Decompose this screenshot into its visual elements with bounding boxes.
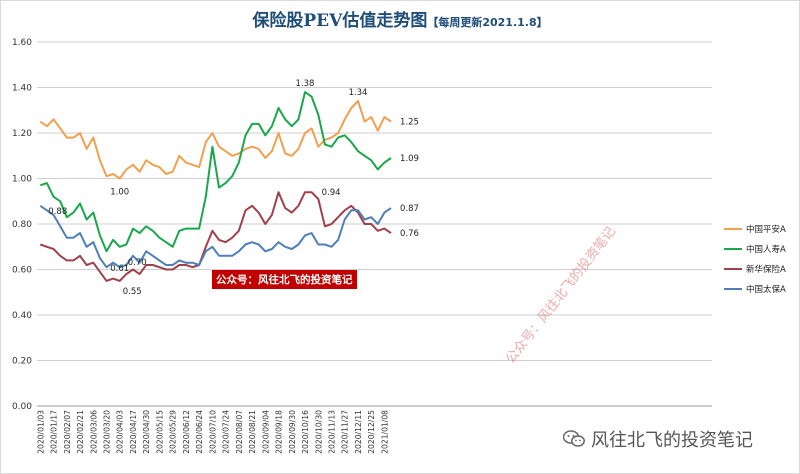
x-tick-label: 2020/10/30 xyxy=(314,410,323,454)
series-line-0 xyxy=(39,100,392,180)
y-tick-label: 1.40 xyxy=(12,84,32,94)
y-tick-label: 0.60 xyxy=(12,266,32,276)
y-tick-label: 1.20 xyxy=(12,129,32,139)
y-tick-label: 1.60 xyxy=(12,38,32,48)
data-label: 0.87 xyxy=(400,204,419,214)
legend-swatch-taibao xyxy=(724,288,742,290)
x-tick-label: 2020/05/29 xyxy=(169,410,178,454)
data-label: 0.61 xyxy=(110,264,129,274)
legend-label-taibao: 中国太保A xyxy=(746,285,786,295)
data-label: 0.94 xyxy=(322,188,341,198)
y-tick-label: 0.20 xyxy=(12,357,32,367)
x-tick-label: 2020/05/15 xyxy=(155,410,164,454)
data-label: 1.34 xyxy=(348,88,367,98)
legend-item-taibao: 中国太保A xyxy=(724,279,786,299)
series-line-1 xyxy=(39,91,392,253)
x-tick-label: 2020/03/20 xyxy=(102,410,111,454)
legend-item-renshou: 中国人寿A xyxy=(724,239,786,259)
data-label: 0.70 xyxy=(128,258,147,268)
data-label: 0.55 xyxy=(123,287,142,297)
x-tick-label: 2020/02/21 xyxy=(76,410,85,454)
x-tick-label: 2020/07/24 xyxy=(222,410,231,454)
x-tick-label: 2020/07/10 xyxy=(208,410,217,454)
chart-legend: 中国平安A 中国人寿A 新华保险A 中国太保A xyxy=(724,219,786,299)
watermark-bottom: 风往北飞的投资笔记 xyxy=(563,426,753,452)
y-tick-label: 0.80 xyxy=(12,220,32,230)
x-tick-label: 2020/04/30 xyxy=(142,410,151,454)
legend-item-xinhua: 新华保险A xyxy=(724,259,786,279)
legend-label-pingan: 中国平安A xyxy=(746,225,786,235)
data-label: 1.25 xyxy=(400,118,419,128)
y-tick-label: 0.00 xyxy=(12,402,32,412)
y-tick-label: 1.00 xyxy=(12,175,32,185)
x-tick-label: 2020/04/17 xyxy=(129,410,138,454)
x-tick-label: 2020/08/21 xyxy=(248,410,257,454)
wechat-icon xyxy=(563,430,585,448)
data-label: 0.76 xyxy=(400,229,419,239)
legend-item-pingan: 中国平安A xyxy=(724,219,786,239)
watermark-badge: 公众号：风往北飞的投资笔记 xyxy=(212,270,357,289)
chart-title-subtitle: 【每周更新2021.1.8】 xyxy=(427,16,548,29)
y-tick-label: 0.40 xyxy=(12,311,32,321)
x-tick-label: 2020/10/16 xyxy=(301,410,310,454)
x-tick-label: 2020/09/04 xyxy=(261,410,270,454)
legend-swatch-xinhua xyxy=(724,268,742,270)
chart-title-main: 保险股PEV估值走势图 xyxy=(252,11,428,31)
x-tick-label: 2020/11/13 xyxy=(327,410,336,454)
legend-label-renshou: 中国人寿A xyxy=(746,245,786,255)
x-tick-label: 2020/09/30 xyxy=(288,410,297,454)
x-tick-label: 2020/03/06 xyxy=(89,410,98,454)
x-tick-label: 2020/02/07 xyxy=(63,410,72,454)
x-tick-label: 2020/11/27 xyxy=(341,410,350,454)
data-label: 1.00 xyxy=(110,188,129,198)
x-tick-label: 2020/04/03 xyxy=(116,410,125,454)
data-label: 0.88 xyxy=(48,207,67,217)
x-tick-label: 2020/01/03 xyxy=(36,410,45,454)
x-tick-label: 2020/06/12 xyxy=(182,410,191,454)
data-label: 1.09 xyxy=(400,154,419,164)
x-tick-label: 2020/08/07 xyxy=(235,410,244,454)
series-line-2 xyxy=(39,191,392,282)
series-line-3 xyxy=(39,204,392,269)
chart-title: 保险股PEV估值走势图【每周更新2021.1.8】 xyxy=(0,6,800,31)
watermark-bottom-text: 风往北飞的投资笔记 xyxy=(591,430,753,451)
x-tick-label: 2020/06/24 xyxy=(195,410,204,454)
x-tick-label: 2020/09/18 xyxy=(275,410,284,454)
legend-swatch-renshou xyxy=(724,248,742,250)
legend-label-xinhua: 新华保险A xyxy=(746,265,786,275)
x-tick-label: 2020/12/11 xyxy=(354,410,363,454)
x-tick-label: 2020/01/17 xyxy=(50,410,59,454)
data-label: 1.38 xyxy=(296,79,315,89)
legend-swatch-pingan xyxy=(724,228,742,230)
x-tick-label: 2020/12/25 xyxy=(367,410,376,454)
x-tick-label: 2021/01/08 xyxy=(380,410,389,454)
